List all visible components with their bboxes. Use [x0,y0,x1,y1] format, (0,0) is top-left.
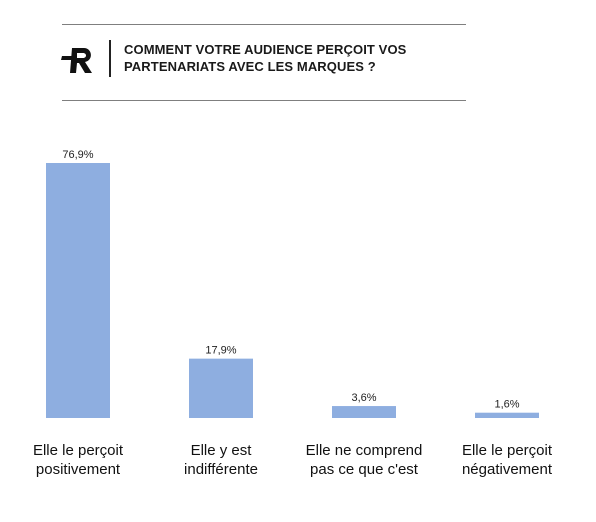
category-label-3-line-1: Elle ne comprend [305,442,423,459]
bottom-divider [62,100,466,101]
category-label-4-line-2: négativement [461,461,553,478]
category-label-1: Elle le perçoit positivement [8,441,148,479]
header-separator [109,40,111,77]
r-logo-icon [61,48,92,73]
category-label-2-line-1: Elle y est [190,442,252,459]
chart-title-line-1: COMMENT VOTRE AUDIENCE PERÇOIT VOS [124,42,407,57]
category-label-4-line-1: Elle le perçoit [461,442,553,459]
bar-4 [475,412,539,418]
category-label-2-line-2: indifférente [184,461,258,478]
chart-title: COMMENT VOTRE AUDIENCE PERÇOIT VOS PARTE… [124,41,464,75]
category-label-2: Elle y est indifférente [151,441,291,479]
category-label-4: Elle le perçoit négativement [437,441,577,479]
value-label-2: 17,9% [205,345,236,357]
top-divider [62,24,466,25]
category-label-1-line-1: Elle le perçoit [32,442,124,459]
bar-2 [189,358,253,418]
category-label-1-line-2: positivement [35,461,121,478]
value-label-4: 1,6% [494,399,519,411]
bar-1 [46,163,110,418]
value-label-3: 3,6% [351,392,376,404]
value-label-1: 76,9% [62,149,93,161]
chart-title-line-2: PARTENARIATS AVEC LES MARQUES ? [124,59,376,74]
category-label-3-line-2: pas ce que c'est [310,461,418,478]
bar-3 [332,406,396,418]
category-label-3: Elle ne comprend pas ce que c'est [294,441,434,479]
